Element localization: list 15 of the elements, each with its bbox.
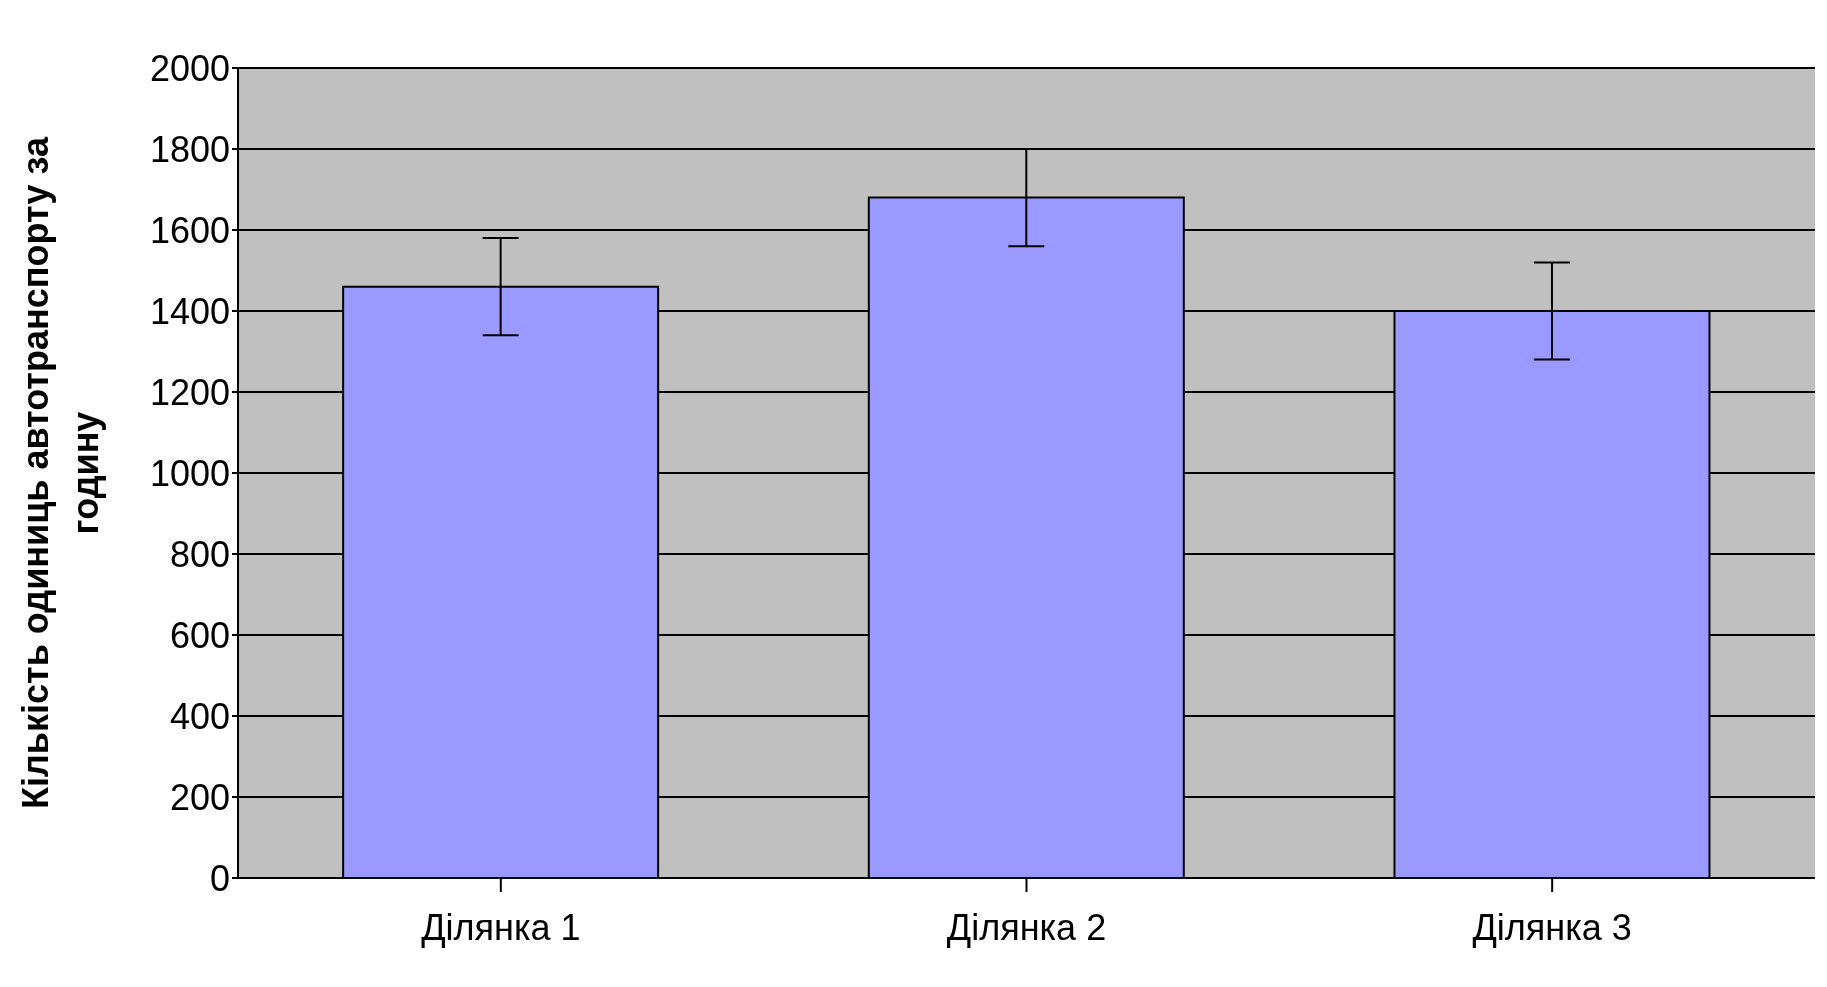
y-tick-label: 2000: [149, 47, 230, 89]
y-axis-title: Кількість одиниць автотранспорту за годину: [15, 136, 106, 809]
y-tick-label: 600: [169, 614, 230, 656]
y-tick-label: 1200: [149, 371, 230, 413]
x-tick-label: Ділянка 2: [946, 906, 1107, 948]
y-tick-label: 800: [169, 533, 230, 575]
y-tick-label: 400: [169, 695, 230, 737]
y-tick-label: 1800: [149, 128, 230, 170]
x-tick-label: Ділянка 1: [421, 906, 581, 948]
y-tick-label: 0: [209, 857, 230, 899]
y-tick-label: 200: [169, 776, 230, 818]
y-tick-label: 1000: [149, 452, 230, 494]
y-tick-label: 1600: [149, 209, 230, 251]
y-tick-label: 1400: [149, 290, 230, 332]
x-tick-label: Ділянка 3: [1472, 906, 1632, 948]
